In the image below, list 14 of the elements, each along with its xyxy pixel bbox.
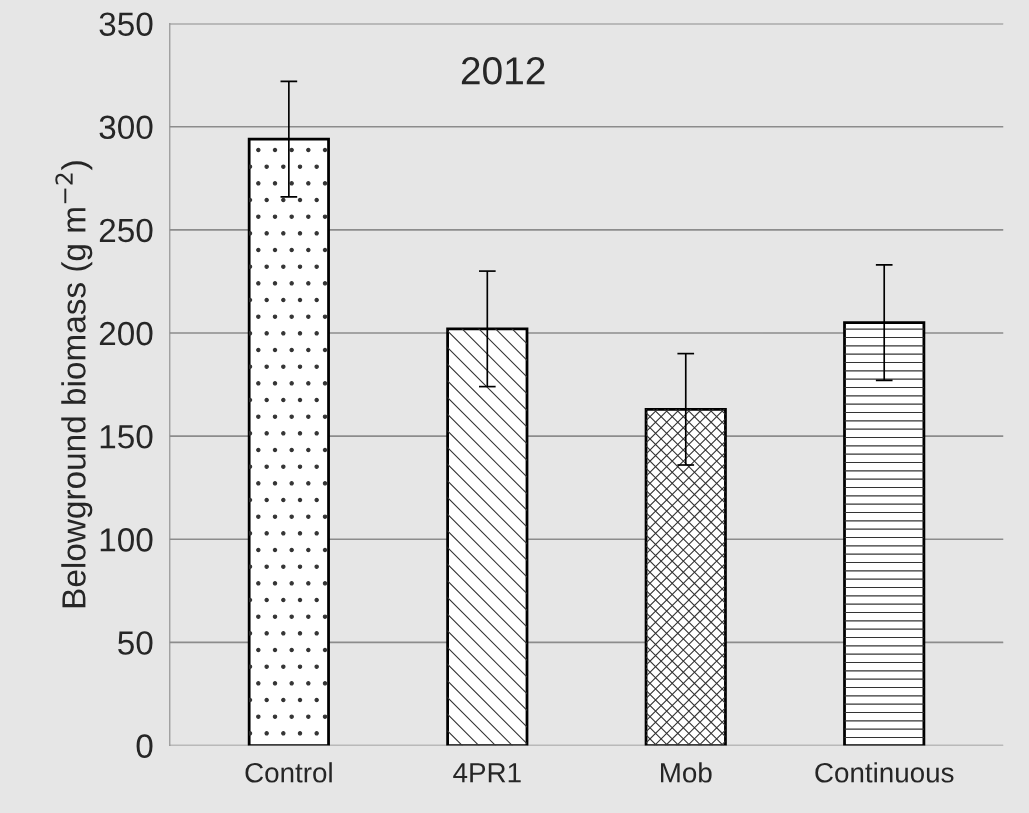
y-axis-title: Belowground biomass (g m$^{−2}$) bbox=[55, 161, 93, 608]
x-tick-label: Continuous bbox=[815, 762, 954, 783]
x-tick-label: Control bbox=[245, 762, 332, 783]
y-tick-label: 350 bbox=[99, 12, 153, 36]
y-tick-label: 250 bbox=[99, 218, 153, 243]
annotation: 2012 bbox=[461, 57, 545, 85]
x-tick-label: Mob bbox=[661, 762, 712, 783]
y-tick-label: 200 bbox=[99, 321, 153, 346]
y-tick-label: 0 bbox=[136, 734, 153, 758]
x-tick-label: 4PR1 bbox=[453, 763, 521, 783]
y-tick-label: 50 bbox=[118, 631, 153, 655]
y-tick-label: 150 bbox=[100, 424, 153, 449]
y-tick-label: 100 bbox=[100, 528, 153, 552]
y-tick-label: 300 bbox=[99, 115, 153, 140]
